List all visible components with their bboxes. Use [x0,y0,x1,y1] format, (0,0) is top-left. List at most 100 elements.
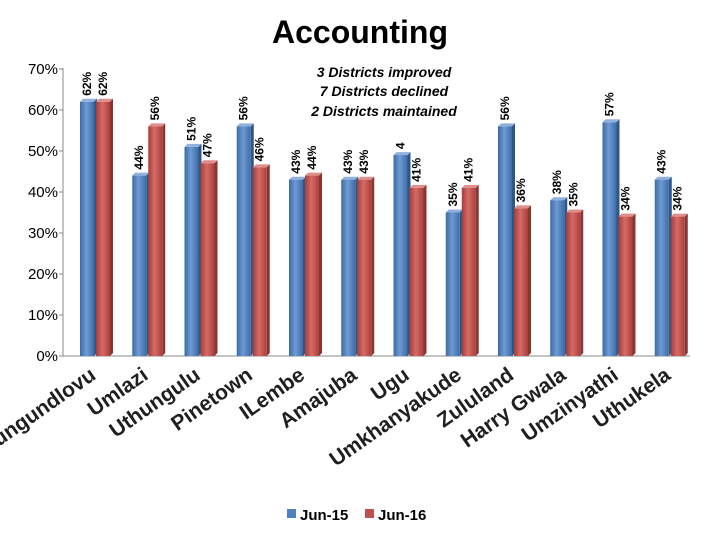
annotation-line-maintained: 2 Districts maintained [310,103,457,119]
data-label: 43% [655,149,669,173]
data-label: 57% [603,92,617,116]
bar-top-face [514,205,531,209]
data-label: 36% [514,178,528,202]
data-label: 44% [132,145,146,169]
y-tick-label: 0% [36,348,58,365]
bar-jun-15 [654,179,669,356]
bar-jun-16 [670,216,685,356]
data-label: 44% [305,145,319,169]
bar-top-face [409,184,427,188]
bar-top-face [148,123,166,127]
y-tick-label: 40% [28,184,58,201]
bar-jun-15 [445,212,460,356]
bar-jun-15 [602,122,617,356]
bar-jun-15 [393,155,408,356]
legend-swatch-jun-16 [365,509,374,518]
bar-top-face [341,176,359,180]
y-tick-labels: 0% 10% 20% 30% 40% 50% 60% 70% [28,61,63,365]
chart-title: Accounting [272,14,448,50]
bar-side-face [110,98,113,357]
data-label: 56% [148,96,162,120]
summary-annotation: 3 Districts improved 7 Districts decline… [310,64,457,119]
bar-jun-15 [236,126,251,357]
bar-top-face [236,123,254,127]
bar-jun-16 [618,216,633,356]
y-tick-label: 60% [28,102,58,119]
bar-top-face [445,209,463,213]
bar-side-face [528,205,531,356]
data-label: 43% [357,149,371,173]
bar-jun-16 [566,212,581,356]
data-label: 4 [394,142,408,149]
bar-side-face [266,164,270,356]
data-label: 56% [237,96,251,120]
data-label: 35% [566,182,580,206]
data-label: 62% [96,71,110,95]
y-tick-label: 20% [28,266,58,283]
category-labels: UmgungundlovuUmlaziUthunguluPinetownILem… [0,363,675,478]
data-label: 56% [498,96,512,120]
bar-top-face [80,98,97,102]
bar-jun-15 [184,146,199,356]
bar-jun-15 [80,101,94,356]
axes [62,68,690,357]
legend-swatch-jun-15 [287,509,296,518]
data-label: 51% [185,117,199,141]
bar-side-face [319,172,322,356]
data-label: 47% [201,133,215,157]
data-label: 38% [550,170,564,194]
bar-jun-15 [289,179,303,356]
data-label: 35% [446,182,460,206]
y-tick-label: 50% [28,143,58,160]
bar-top-face [96,98,113,102]
bar-top-face [618,213,636,217]
bar-jun-16 [96,101,110,356]
bar-jun-16 [461,187,476,356]
data-label: 43% [289,149,303,173]
data-label: 34% [619,186,633,210]
bar-side-face [162,123,166,357]
bar-side-face [632,213,636,356]
bar-side-face [684,213,688,356]
bar-top-face [184,143,202,147]
bar-jun-16 [357,179,372,356]
category-label: Umgungundlovu [0,363,100,478]
data-label: 41% [462,158,476,182]
bar-jun-16 [252,167,267,356]
legend-label-jun-15: Jun-15 [300,507,348,524]
data-label: 43% [341,149,355,173]
bar-jun-16 [514,208,528,356]
bar-top-face [132,172,150,176]
legend: Jun-15 Jun-16 [287,507,426,524]
annotation-line-improved: 3 Districts improved [317,64,452,80]
bar-jun-16 [305,175,319,356]
bar-top-face [252,164,270,168]
bar-jun-16 [200,163,215,356]
bar-top-face [654,176,672,180]
bar-top-face [305,172,322,176]
bar-top-face [550,197,568,201]
data-label: 34% [671,186,685,210]
bar-side-face [580,209,584,356]
bar-top-face [200,160,218,164]
bars [80,98,688,357]
legend-label-jun-16: Jun-16 [378,507,426,524]
data-label: 41% [410,158,424,182]
bar-jun-16 [148,126,163,357]
bar-jun-15 [341,179,356,356]
y-tick-label: 30% [28,225,58,242]
bar-jun-15 [498,126,512,357]
bar-top-face [289,176,306,180]
bar-top-face [670,213,688,217]
bar-side-face [371,176,375,356]
bar-side-face [214,160,218,356]
bar-top-face [498,123,515,127]
bar-jun-15 [550,200,565,356]
bar-top-face [602,119,620,123]
data-label: 62% [80,71,94,95]
bar-top-face [566,209,584,213]
bar-side-face [423,184,427,356]
data-label: 46% [253,137,267,161]
annotation-line-declined: 7 Districts declined [320,83,449,99]
